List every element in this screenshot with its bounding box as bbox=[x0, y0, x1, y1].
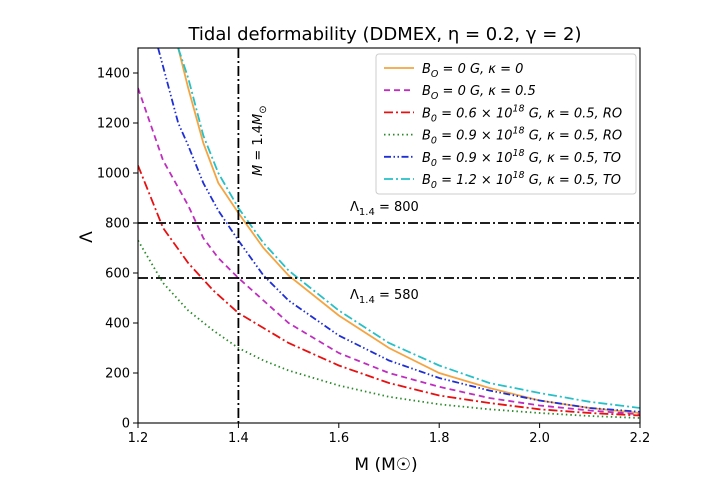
legend-label: BO = 0 G, κ = 0.5 bbox=[422, 84, 536, 102]
y-tick-label: 0 bbox=[122, 417, 130, 432]
legend: BO = 0 G, κ = 0 BO = 0 G, κ = 0.5B0 = 0.6… bbox=[375, 53, 637, 195]
series-line-3 bbox=[138, 165, 640, 417]
legend-box bbox=[375, 53, 637, 195]
legend-label: B0 = 0.9 × 1018 G, κ = 0.5, TO bbox=[422, 148, 621, 169]
legend-label: BO = 0 G, κ = 0 bbox=[422, 62, 523, 80]
reference-lines: Λ1.4 = 800 Λ1.4 = 580 M = 1.4M⊙ bbox=[138, 48, 640, 423]
y-tick-label: 1200 bbox=[97, 117, 130, 132]
x-tick-label: 1.2 bbox=[128, 431, 149, 446]
x-tick-label: 2.0 bbox=[529, 431, 550, 446]
y-axis-label: Λ bbox=[77, 231, 97, 243]
x-tick-label: 1.8 bbox=[429, 431, 450, 446]
x-tick-label: 1.4 bbox=[228, 431, 249, 446]
y-tick-label: 200 bbox=[105, 367, 130, 382]
legend-label: B0 = 0.6 × 1018 G, κ = 0.5, RO bbox=[422, 103, 622, 124]
ref-label-800: Λ1.4 = 800 bbox=[350, 200, 419, 218]
ref-label-580: Λ1.4 = 580 bbox=[350, 288, 419, 306]
series-line-5 bbox=[157, 48, 640, 413]
y-tick-label: 400 bbox=[105, 317, 130, 332]
axes: 1.2 1.4 1.6 1.8 2.0 2.2 0 200 400 600 800 1000 1200 1… bbox=[97, 47, 651, 446]
x-tick-label: 2.2 bbox=[630, 431, 651, 446]
x-tick-label: 1.6 bbox=[328, 431, 349, 446]
chart-title: Tidal deformability (DDMEX, η = 0.2, γ =… bbox=[187, 24, 581, 45]
y-tick-label: 800 bbox=[105, 217, 130, 232]
y-tick-label: 1000 bbox=[97, 167, 130, 182]
series-line-2 bbox=[138, 87, 640, 416]
legend-label: B0 = 0.9 × 1018 G, κ = 0.5, RO bbox=[422, 126, 622, 147]
legend-label: B0 = 1.2 × 1018 G, κ = 0.5, TO bbox=[422, 170, 621, 191]
y-tick-label: 1400 bbox=[97, 67, 130, 82]
series-layer bbox=[138, 48, 640, 419]
series-line-4 bbox=[138, 240, 640, 419]
y-tick-label: 600 bbox=[105, 267, 130, 282]
x-axis-label: M (M☉) bbox=[354, 455, 417, 475]
series-line-6 bbox=[177, 48, 640, 409]
axes-frame bbox=[137, 47, 641, 424]
ref-label-m14: M = 1.4M⊙ bbox=[251, 105, 269, 176]
